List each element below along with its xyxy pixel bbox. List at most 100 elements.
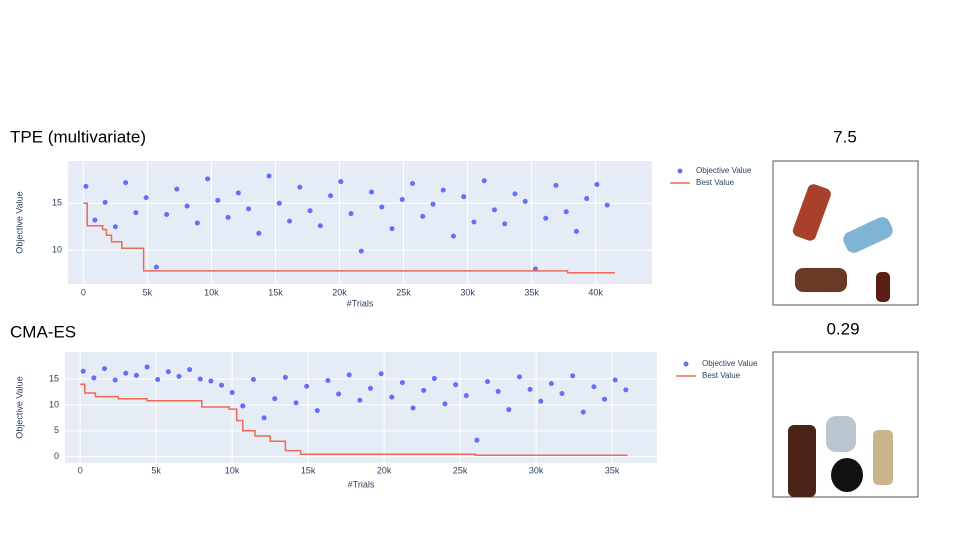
x-tick-label: 15k <box>268 287 283 297</box>
data-point <box>219 382 225 388</box>
data-point <box>584 196 590 202</box>
x-tick-label: 25k <box>396 287 411 297</box>
data-point <box>453 382 459 388</box>
data-point <box>440 187 446 193</box>
data-point <box>410 181 416 187</box>
data-point <box>461 194 467 200</box>
data-point <box>80 368 86 374</box>
data-point <box>293 400 299 406</box>
data-point <box>235 190 241 196</box>
data-point <box>430 201 436 207</box>
x-axis-label: #Trials <box>348 479 375 489</box>
data-point <box>102 366 108 372</box>
data-point <box>307 208 313 214</box>
data-point <box>399 196 405 202</box>
data-point <box>358 248 364 254</box>
data-point <box>491 207 497 213</box>
data-point <box>325 378 331 384</box>
data-point <box>527 386 533 392</box>
x-tick-label: 10k <box>225 465 240 475</box>
data-point <box>612 377 618 383</box>
x-tick-label: 20k <box>377 465 392 475</box>
data-point <box>442 401 448 407</box>
y-axis-label: Objective Value <box>14 191 24 253</box>
data-point <box>563 209 569 215</box>
data-point <box>357 397 363 403</box>
x-tick-label: 20k <box>332 287 347 297</box>
x-tick-label: 35k <box>605 465 620 475</box>
data-point <box>215 197 221 203</box>
data-point <box>338 179 344 185</box>
y-tick-label: 5 <box>54 425 59 435</box>
x-tick-label: 5k <box>143 287 153 297</box>
data-point <box>378 371 384 377</box>
x-axis-label: #Trials <box>347 298 374 308</box>
data-point <box>543 215 549 221</box>
data-point <box>594 181 600 187</box>
data-point <box>164 212 170 218</box>
data-point <box>197 376 203 382</box>
data-point <box>174 186 180 192</box>
score-label: 7.5 <box>833 127 857 146</box>
legend-label: Best Value <box>696 178 735 187</box>
data-point <box>92 217 98 223</box>
data-point <box>83 183 89 189</box>
photo-1 <box>772 160 919 306</box>
data-point <box>328 193 334 199</box>
data-point <box>282 374 288 380</box>
data-point <box>580 409 586 415</box>
data-point <box>506 407 512 413</box>
data-point <box>485 379 491 385</box>
data-point <box>450 233 456 239</box>
y-tick-label: 0 <box>54 451 59 461</box>
best-line <box>83 202 615 274</box>
data-point <box>112 377 118 383</box>
data-point <box>304 383 310 389</box>
plot-area <box>65 352 657 463</box>
data-point <box>431 375 437 381</box>
data-point <box>123 370 129 376</box>
x-tick-label: 40k <box>588 287 603 297</box>
legend-label: Best Value <box>702 371 741 380</box>
data-point <box>399 380 405 386</box>
data-point <box>165 369 171 375</box>
data-point <box>91 375 97 381</box>
y-tick-label: 10 <box>52 245 62 255</box>
data-point <box>250 376 256 382</box>
best-line <box>80 383 628 456</box>
data-point <box>102 199 108 205</box>
data-point <box>538 398 544 404</box>
data-point <box>591 384 597 390</box>
data-point <box>143 195 149 201</box>
data-point <box>266 173 272 179</box>
data-point <box>256 230 262 236</box>
data-point <box>516 374 522 380</box>
x-tick-label: 15k <box>301 465 316 475</box>
data-point <box>336 391 342 397</box>
x-tick-label: 25k <box>453 465 468 475</box>
data-point <box>276 200 282 206</box>
data-point <box>379 204 385 210</box>
data-point <box>123 180 129 186</box>
data-point <box>369 189 375 195</box>
y-tick-label: 10 <box>49 399 59 409</box>
data-point <box>559 390 565 396</box>
data-point <box>548 381 554 387</box>
data-point <box>184 203 190 209</box>
x-tick-label: 0 <box>78 465 83 475</box>
data-point <box>176 373 182 379</box>
data-point <box>512 191 518 197</box>
data-point <box>602 396 608 402</box>
data-point <box>623 387 629 393</box>
data-point <box>229 389 235 395</box>
data-point <box>133 372 139 378</box>
photo-2 <box>772 351 919 498</box>
x-tick-label: 35k <box>524 287 539 297</box>
data-point <box>133 210 139 216</box>
data-point <box>297 184 303 190</box>
data-point <box>194 220 200 226</box>
data-point <box>348 211 354 217</box>
data-point <box>261 415 267 421</box>
